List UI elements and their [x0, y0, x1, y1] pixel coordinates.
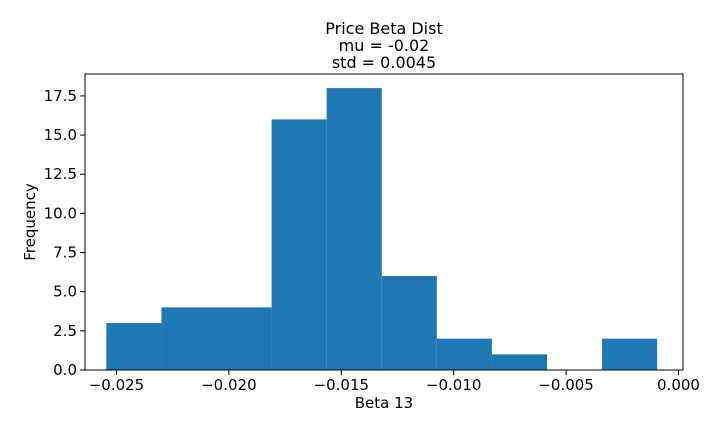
- histogram-bars: [106, 88, 658, 370]
- y-tick-label: 17.5: [44, 87, 77, 105]
- histogram-bar-7: [491, 354, 547, 370]
- x-tick-label: −0.015: [314, 376, 370, 394]
- x-tick-label: −0.010: [426, 376, 482, 394]
- plot-area-frame: [84, 73, 684, 371]
- histogram-bar-5: [381, 276, 437, 370]
- y-tick-label: 5.0: [53, 283, 77, 301]
- y-tick-label: 7.5: [53, 244, 77, 262]
- chart-title-line-3: std = 0.0045: [332, 53, 436, 72]
- histogram-bar-0: [106, 323, 162, 370]
- histogram-bar-2: [216, 307, 272, 370]
- y-tick-label: 0.0: [53, 361, 77, 379]
- y-axis-ticks: 0.0 2.5 5.0 7.5 10.0 12.5 15.0 17.5: [44, 87, 85, 379]
- histogram-bar-4: [326, 88, 382, 370]
- y-tick-label: 10.0: [44, 204, 77, 222]
- y-axis-label: Frequency: [21, 183, 39, 261]
- histogram-bar-3: [271, 119, 327, 370]
- x-axis-label: Beta 13: [355, 394, 413, 412]
- histogram-bar-6: [436, 338, 492, 370]
- x-tick-label: −0.020: [201, 376, 257, 394]
- x-axis-ticks: −0.025 −0.020 −0.015 −0.010 −0.005 0.000: [89, 370, 700, 394]
- chart-title: Price Beta Dist mu = -0.02 std = 0.0045: [325, 19, 442, 72]
- x-tick-label: −0.025: [89, 376, 145, 394]
- y-tick-label: 2.5: [53, 322, 77, 340]
- y-tick-label: 12.5: [44, 165, 77, 183]
- histogram-bar-1: [161, 307, 217, 370]
- x-tick-label: −0.005: [538, 376, 594, 394]
- histogram-bar-9: [602, 338, 658, 370]
- chart-title-line-2: mu = -0.02: [339, 36, 430, 55]
- chart-title-line-1: Price Beta Dist: [325, 19, 442, 38]
- x-tick-label: 0.000: [657, 376, 700, 394]
- y-tick-label: 15.0: [44, 126, 77, 144]
